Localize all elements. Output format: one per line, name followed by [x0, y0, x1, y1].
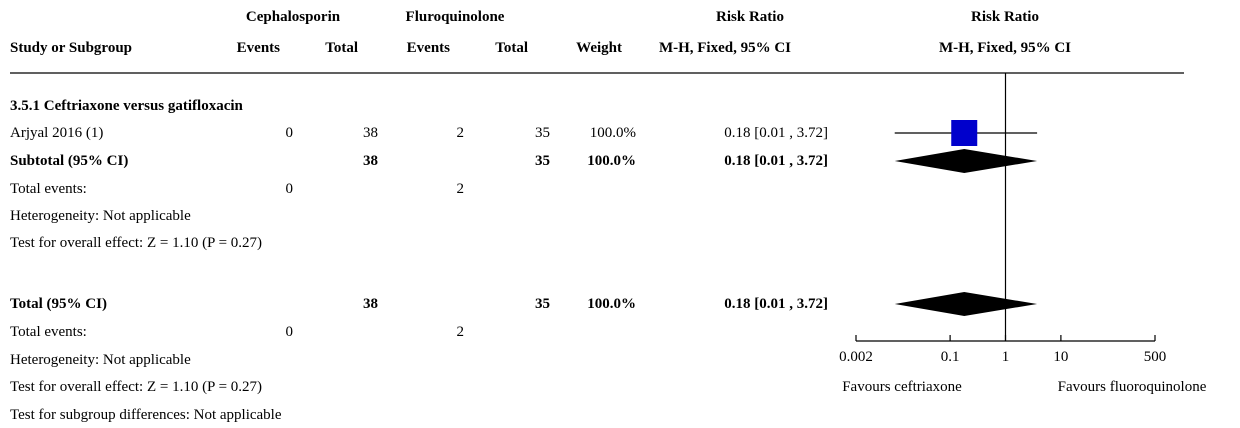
subgroup-title: 3.5.1 Ceftriaxone versus gatifloxacin: [10, 98, 243, 114]
subgroup-heterogeneity: Heterogeneity: Not applicable: [10, 208, 191, 224]
subtotal-weight: 100.0%: [587, 153, 636, 169]
x-tick-label-1: 0.1: [941, 349, 960, 365]
total-overall-effect: Test for overall effect: Z = 1.10 (P = 0…: [10, 379, 263, 395]
total-total2: 35: [535, 296, 550, 312]
subtotal-label: Subtotal (95% CI): [10, 153, 129, 169]
rr-plot-method-header: M-H, Fixed, 95% CI: [938, 40, 1072, 56]
subgroup-overall-effect: Test for overall effect: Z = 1.10 (P = 0…: [10, 235, 263, 251]
x-tick-label-2: 1: [1002, 349, 1010, 365]
weight-header: Weight: [576, 40, 622, 56]
x-tick-label-0: 0.002: [839, 349, 873, 365]
total-events1: 0: [285, 324, 294, 340]
x-tick-label-4: 500: [1144, 349, 1167, 365]
study-total1: 38: [363, 125, 378, 141]
study-point-0: [951, 120, 978, 146]
study-column-header: Study or Subgroup: [10, 40, 133, 56]
total1-header: Total: [325, 40, 358, 56]
group2-header: Fluroquinolone: [405, 9, 505, 25]
subtotal-total2: 35: [535, 153, 550, 169]
total-total1: 38: [363, 296, 378, 312]
rr-header: Risk Ratio: [716, 9, 784, 25]
favours-left: Favours ceftriaxone: [842, 379, 962, 395]
study-weight: 100.0%: [589, 125, 636, 141]
study-events1: 0: [285, 125, 294, 141]
x-tick-label-3: 10: [1053, 349, 1068, 365]
total-diamond: [894, 292, 1038, 316]
rr-plot-header: Risk Ratio: [971, 9, 1039, 25]
group1-header: Cephalosporin: [245, 9, 341, 25]
total-weight: 100.0%: [587, 296, 636, 312]
study-ci: 0.18 [0.01 , 3.72]: [724, 125, 828, 141]
subtotal-ci: 0.18 [0.01 , 3.72]: [724, 153, 828, 169]
events1-header: Events: [236, 40, 280, 56]
subtotal-diamond: [894, 149, 1038, 173]
total-label: Total (95% CI): [10, 296, 107, 312]
subgroup-total-events1: 0: [285, 181, 294, 197]
rr-method-header: M-H, Fixed, 95% CI: [658, 40, 792, 56]
study-total2: 35: [535, 125, 550, 141]
subgroup-total-events-label: Total events:: [10, 181, 87, 197]
subtotal-total1: 38: [363, 153, 378, 169]
study-events2: 2: [456, 125, 465, 141]
total2-header: Total: [495, 40, 528, 56]
total-events2: 2: [456, 324, 465, 340]
study-name: Arjyal 2016 (1): [10, 125, 104, 141]
total-ci: 0.18 [0.01 , 3.72]: [724, 296, 828, 312]
favours-right: Favours fluoroquinolone: [1057, 379, 1207, 395]
events2-header: Events: [406, 40, 450, 56]
total-heterogeneity: Heterogeneity: Not applicable: [10, 352, 191, 368]
subgroup-total-events2: 2: [456, 181, 465, 197]
total-events-label: Total events:: [10, 324, 87, 340]
subgroup-differences: Test for subgroup differences: Not appli…: [10, 407, 282, 423]
